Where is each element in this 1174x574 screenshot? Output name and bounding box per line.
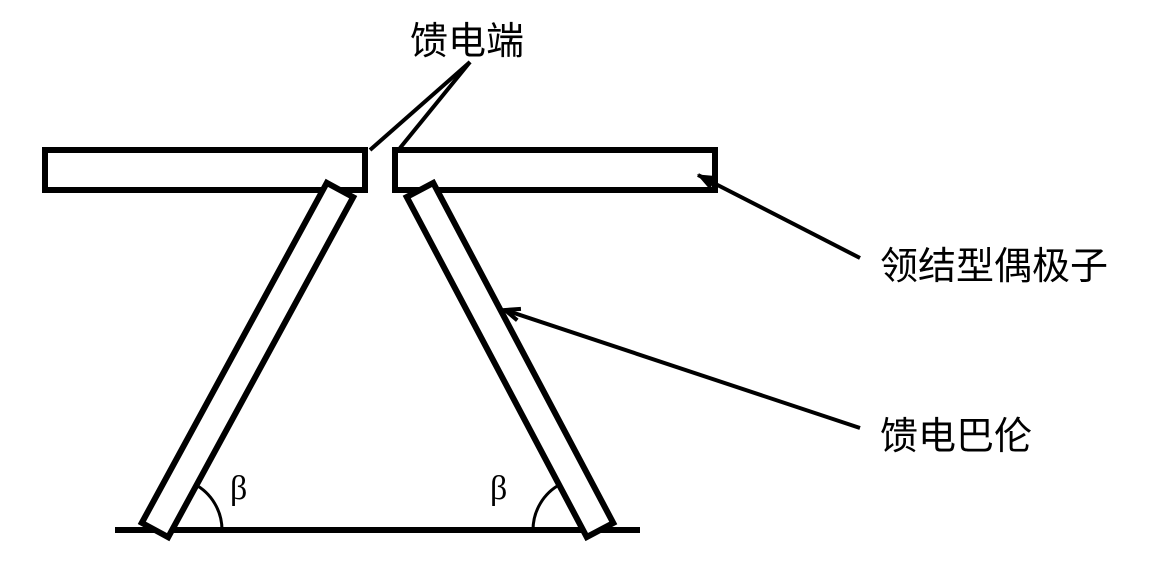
balun-leg-right: [407, 183, 614, 537]
label-balun: 馈电巴伦: [880, 405, 1032, 460]
feed-end-leader-1: [400, 62, 470, 148]
diagram-stage: 馈电端 领结型偶极子 馈电巴伦 β β: [0, 0, 1174, 574]
angle-arc-left: [194, 484, 222, 530]
dipole-arm-left: [45, 150, 365, 190]
dipole-arm-right: [395, 150, 715, 190]
label-beta-right: β: [490, 470, 507, 508]
balun-leg-left: [142, 183, 353, 537]
label-dipole: 领结型偶极子: [880, 235, 1108, 290]
dipole-leader: [698, 175, 860, 258]
label-feed-end: 馈电端: [410, 10, 524, 65]
balun-leader: [505, 310, 860, 428]
angle-arc-right: [533, 484, 561, 530]
label-beta-left: β: [230, 470, 247, 508]
feed-end-leader-0: [370, 62, 470, 150]
